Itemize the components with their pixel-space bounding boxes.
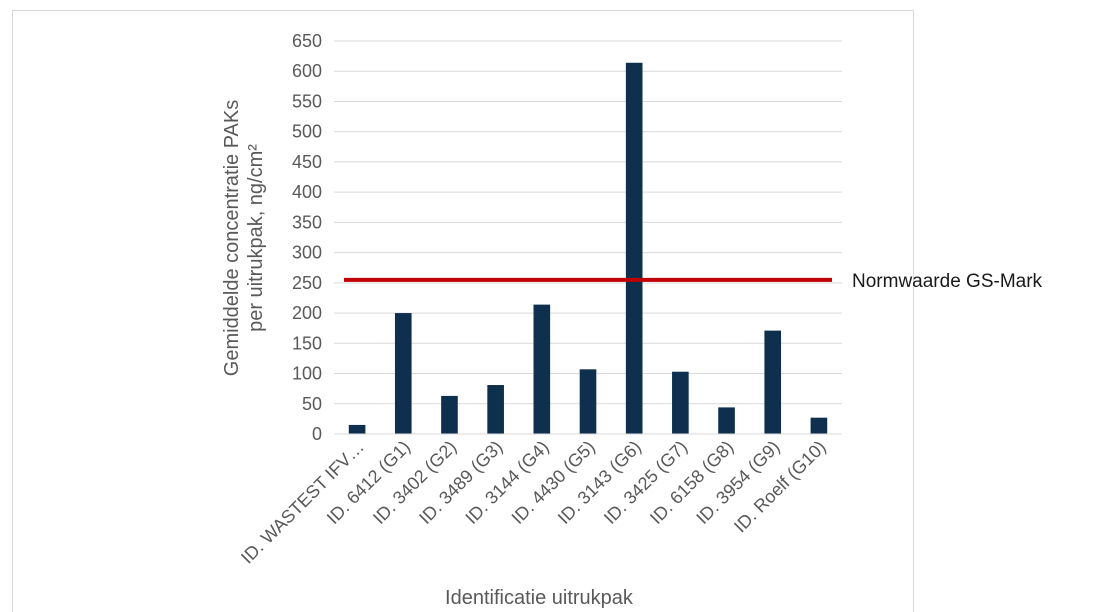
y-tick-label: 450 bbox=[292, 152, 322, 172]
x-axis-title: Identificatie uitrukpak bbox=[445, 587, 634, 609]
y-axis-title-line1: Gemiddelde concentratie PAKs bbox=[221, 100, 243, 376]
bar bbox=[348, 424, 366, 434]
bar bbox=[625, 62, 643, 435]
y-tick-label: 100 bbox=[292, 364, 322, 384]
y-tick-label: 250 bbox=[292, 273, 322, 293]
y-tick-label: 50 bbox=[302, 394, 322, 414]
y-tick-label: 0 bbox=[312, 424, 322, 444]
bar bbox=[394, 313, 412, 434]
reference-line-label: Normwaarde GS-Mark bbox=[852, 271, 1043, 292]
bar bbox=[579, 369, 597, 434]
bar bbox=[718, 407, 735, 434]
y-tick-label: 650 bbox=[292, 31, 322, 51]
bar bbox=[672, 371, 689, 434]
bar bbox=[487, 385, 504, 434]
y-tick-label: 500 bbox=[292, 122, 322, 142]
y-axis-title-line2: per uitrukpak, ng/cm² bbox=[245, 144, 267, 332]
y-tick-label: 350 bbox=[292, 212, 322, 232]
y-axis: 0 50 100 150 200 250 300 350 400 450 500 550 600 650 bbox=[292, 31, 322, 444]
y-tick-label: 400 bbox=[292, 182, 322, 202]
y-tick-label: 600 bbox=[292, 61, 322, 81]
chart-area bbox=[12, 10, 914, 612]
y-tick-label: 200 bbox=[292, 303, 322, 323]
bar bbox=[764, 330, 782, 434]
bar bbox=[810, 417, 828, 434]
bar bbox=[533, 304, 551, 434]
reference-line-group: Normwaarde GS-Mark bbox=[344, 271, 1043, 292]
bars bbox=[348, 62, 828, 435]
y-tick-label: 300 bbox=[292, 243, 322, 263]
x-axis: ID. WASTEST IFV…ID. 6412 (G1)ID. 3402 (G… bbox=[237, 433, 842, 568]
y-tick-label: 150 bbox=[292, 333, 322, 353]
bar bbox=[441, 395, 458, 434]
y-tick-label: 550 bbox=[292, 91, 322, 111]
